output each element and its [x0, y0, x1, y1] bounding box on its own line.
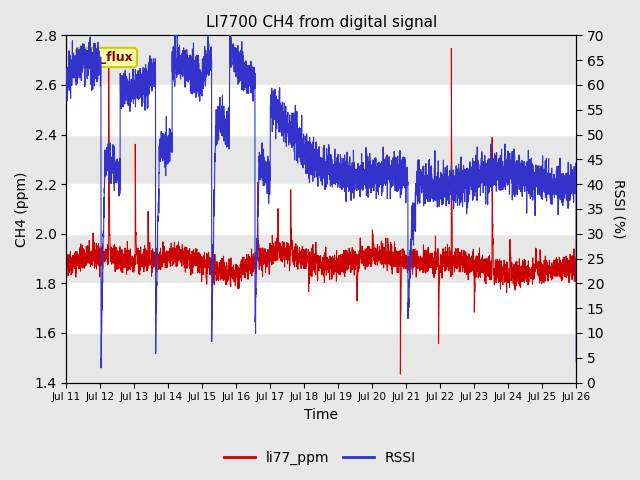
Y-axis label: RSSI (%): RSSI (%)	[611, 179, 625, 239]
Bar	[67, 234, 576, 283]
Y-axis label: CH4 (ppm): CH4 (ppm)	[15, 171, 29, 247]
Bar	[67, 36, 576, 85]
Bar	[67, 134, 576, 184]
Title: LI7700 CH4 from digital signal: LI7700 CH4 from digital signal	[205, 15, 437, 30]
Bar	[67, 333, 576, 383]
X-axis label: Time: Time	[304, 408, 339, 422]
Text: MB_flux: MB_flux	[79, 51, 134, 64]
Legend: li77_ppm, RSSI: li77_ppm, RSSI	[218, 445, 422, 471]
